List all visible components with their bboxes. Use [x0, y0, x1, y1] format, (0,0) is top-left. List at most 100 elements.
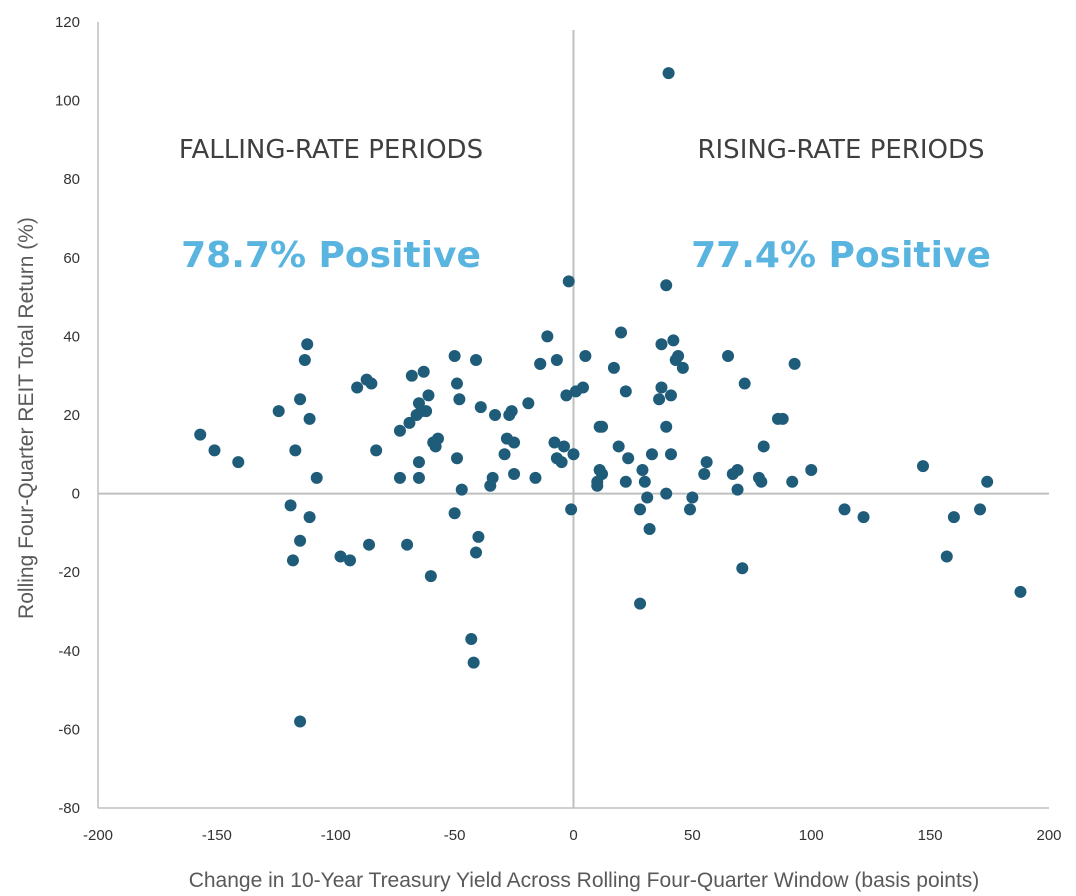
data-point — [474, 401, 487, 414]
data-point — [498, 448, 511, 461]
data-point — [412, 471, 425, 484]
y-tick-label: 60 — [63, 250, 80, 267]
data-point — [486, 471, 499, 484]
y-tick-labels: -80 -60 -40 -20 0 20 40 60 80 100 120 — [55, 14, 80, 817]
data-point — [310, 471, 323, 484]
y-tick-label: 40 — [63, 328, 80, 345]
data-point — [286, 554, 299, 567]
data-point — [508, 467, 521, 480]
data-point — [638, 475, 651, 488]
data-point — [722, 350, 735, 363]
data-point — [455, 483, 468, 496]
data-point — [289, 444, 302, 457]
data-point — [619, 475, 632, 488]
x-tick-label: 150 — [918, 827, 943, 844]
data-point — [232, 456, 245, 469]
data-point — [451, 452, 464, 465]
data-point — [596, 467, 609, 480]
data-point — [393, 471, 406, 484]
data-point — [655, 338, 668, 351]
data-point — [591, 479, 604, 492]
data-point — [738, 377, 751, 390]
data-point — [577, 381, 590, 394]
data-point — [541, 330, 554, 343]
y-tick-label: 0 — [72, 486, 80, 503]
data-point — [424, 570, 437, 583]
y-tick-label: -60 — [58, 721, 80, 738]
data-point — [736, 562, 749, 575]
data-point — [451, 377, 464, 390]
data-point — [470, 546, 483, 559]
data-point — [370, 444, 383, 457]
data-point — [700, 456, 713, 469]
data-point — [301, 338, 314, 351]
data-point — [619, 385, 632, 398]
data-point — [974, 503, 987, 516]
data-point — [731, 464, 744, 477]
data-point — [655, 381, 668, 394]
data-point — [344, 554, 357, 567]
x-tick-label: 100 — [799, 827, 824, 844]
data-point — [660, 279, 673, 292]
data-point — [303, 412, 316, 425]
data-point — [272, 405, 285, 418]
data-point — [579, 350, 592, 363]
data-point — [755, 475, 768, 488]
data-point — [567, 448, 580, 461]
data-point — [489, 409, 502, 421]
data-point — [448, 350, 461, 363]
data-point — [805, 464, 818, 477]
data-point — [448, 507, 461, 520]
rising-pct-label: 77.4% Positive — [691, 235, 991, 276]
x-tick-label: 200 — [1036, 827, 1061, 844]
data-point — [534, 357, 547, 370]
data-point — [686, 491, 699, 504]
data-point — [529, 471, 542, 484]
x-tick-label: -100 — [321, 827, 351, 844]
data-point — [557, 440, 570, 453]
data-point — [607, 361, 620, 374]
data-point — [560, 389, 573, 402]
data-point — [298, 353, 311, 366]
y-tick-label: 100 — [55, 93, 80, 110]
data-point — [757, 440, 770, 453]
data-point — [294, 715, 307, 728]
data-point — [664, 448, 677, 461]
data-point — [664, 389, 677, 402]
data-point — [645, 448, 658, 461]
data-point — [365, 377, 378, 390]
data-point — [505, 405, 518, 418]
data-point — [786, 475, 799, 488]
data-point — [208, 444, 221, 457]
data-point — [622, 452, 635, 465]
data-point — [562, 275, 575, 288]
data-point — [565, 503, 578, 516]
data-point — [284, 499, 297, 512]
y-tick-label: 20 — [63, 407, 80, 424]
data-point — [612, 440, 625, 453]
data-point — [667, 334, 680, 347]
x-tick-label: 50 — [684, 827, 701, 844]
x-tick-label: -200 — [83, 827, 113, 844]
data-point — [453, 393, 466, 406]
axes — [97, 22, 1049, 809]
data-point — [403, 416, 416, 429]
data-point — [431, 432, 444, 445]
data-point — [470, 353, 483, 366]
data-point — [698, 467, 711, 480]
data-point — [653, 393, 666, 406]
y-tick-label: 80 — [63, 171, 80, 188]
data-point — [641, 491, 654, 504]
x-axis-title: Change in 10-Year Treasury Yield Across … — [189, 869, 980, 892]
data-point — [676, 361, 689, 374]
data-point — [731, 483, 744, 496]
falling-rate-label: FALLING-RATE PERIODS — [179, 135, 483, 165]
y-tick-label: 120 — [55, 14, 80, 31]
data-point — [660, 420, 673, 433]
data-point — [916, 460, 929, 473]
data-point — [548, 436, 561, 449]
data-point — [422, 389, 435, 402]
data-point — [522, 397, 535, 410]
data-point — [776, 412, 789, 425]
rising-rate-label: RISING-RATE PERIODS — [697, 135, 984, 165]
